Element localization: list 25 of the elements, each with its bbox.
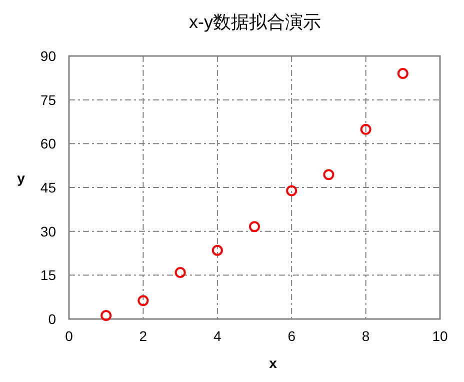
x-tick-label: 4 [214, 328, 222, 344]
y-tick-label: 60 [40, 136, 56, 152]
point [397, 68, 408, 80]
x-tick-label: 10 [432, 328, 448, 344]
y-tick-label: 15 [40, 267, 56, 284]
point [323, 169, 334, 180]
point [100, 310, 112, 321]
chart-title: x-y数据拟合演示 [189, 12, 321, 32]
y-axis-title: y [17, 170, 26, 186]
point [249, 221, 260, 232]
y-tick-label: 0 [48, 311, 56, 327]
point [212, 244, 223, 256]
point [360, 124, 372, 135]
point [286, 185, 298, 196]
y-tick-label: 30 [40, 223, 56, 240]
x-tick-label: 0 [65, 328, 74, 344]
y-tick-label: 45 [40, 180, 56, 196]
x-tick-label: 6 [288, 328, 296, 344]
y-tick-label: 75 [40, 92, 56, 108]
x-axis-title: x [269, 355, 278, 371]
point [174, 267, 186, 278]
point [138, 295, 149, 306]
x-tick-label: 8 [362, 328, 370, 344]
y-tick-label: 90 [40, 48, 56, 64]
x-tick-label: 2 [139, 328, 148, 344]
